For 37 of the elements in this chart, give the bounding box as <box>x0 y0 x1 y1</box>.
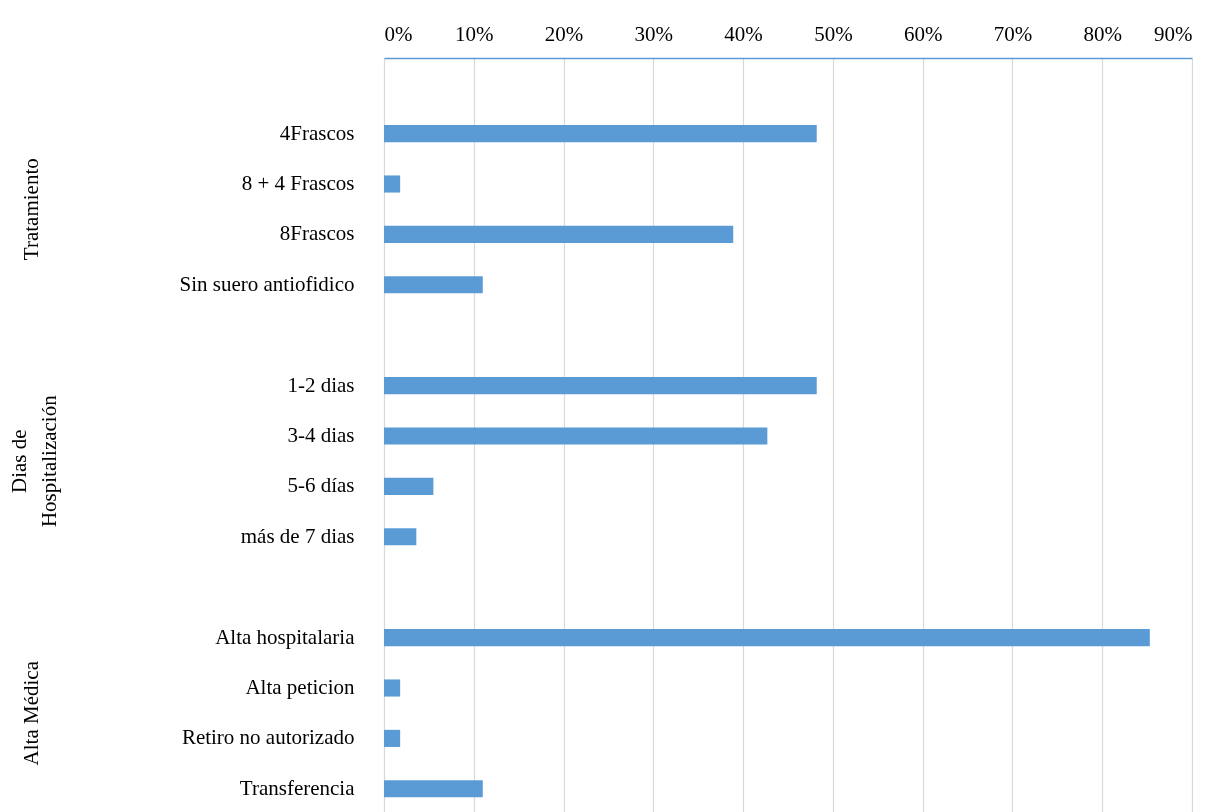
x-tick-label: 40% <box>724 21 763 46</box>
bar <box>384 679 401 697</box>
y-tick-label: 8Frascos <box>279 221 355 246</box>
bar <box>384 276 483 294</box>
bar <box>384 225 734 243</box>
y-tick-label: más de 7 dias <box>240 523 355 548</box>
bar <box>384 629 1150 647</box>
bar <box>384 528 417 546</box>
text: Tratamiento <box>19 158 43 261</box>
bar <box>384 175 401 193</box>
x-tick-label: 50% <box>814 21 853 46</box>
y-tick-label: 8 + 4 Frascos <box>241 171 355 195</box>
x-tick-label: 10% <box>455 21 494 46</box>
bar <box>384 477 434 495</box>
bar <box>384 427 768 445</box>
y-tick-label: 3-4 dias <box>287 423 355 447</box>
bar <box>384 729 401 747</box>
y-tick-label: 5-6 días <box>287 473 355 498</box>
y-tick-label: 4Frascos <box>279 120 355 145</box>
y-tick-label: Transferencia <box>239 775 356 800</box>
bar <box>384 780 483 798</box>
x-tick-label: 90% <box>1154 21 1193 46</box>
y-tick-label: Alta peticion <box>245 675 355 699</box>
x-tick-label: 0% <box>384 21 413 46</box>
x-tick-label: 70% <box>993 21 1033 46</box>
y-tick-label: Alta hospitalaria <box>215 624 356 649</box>
text: Alta Médica <box>19 660 43 766</box>
y-tick-label: 1-2 dias <box>287 372 355 397</box>
y-tick-label: Sin suero antiofidico <box>179 271 355 296</box>
text: Dias de Hospitalización <box>7 394 61 528</box>
x-tick-label: 60% <box>903 21 943 46</box>
bar <box>384 377 817 395</box>
bar <box>384 125 817 143</box>
y-tick-label: Retiro no autorizado <box>181 725 355 750</box>
x-tick-label: 80% <box>1083 21 1122 46</box>
x-tick-label: 20% <box>544 21 584 46</box>
x-tick-label: 30% <box>634 21 674 46</box>
